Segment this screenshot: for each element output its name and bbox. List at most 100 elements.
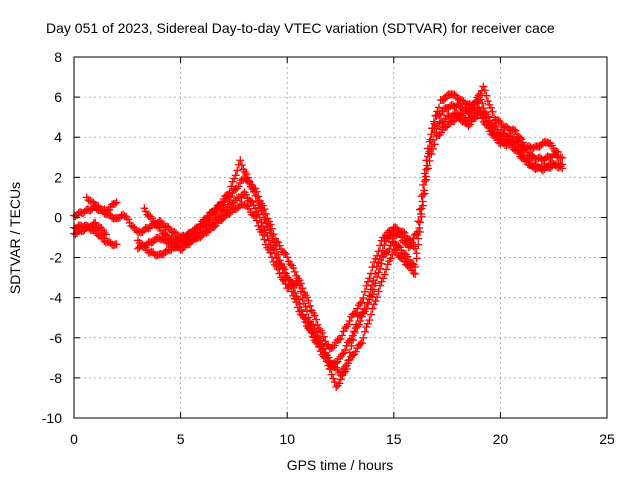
data-point bbox=[394, 241, 403, 250]
data-point bbox=[348, 336, 357, 345]
data-point bbox=[265, 224, 274, 233]
data-point bbox=[363, 298, 372, 307]
data-point bbox=[554, 163, 563, 172]
data-point bbox=[284, 283, 293, 292]
data-point bbox=[210, 222, 219, 231]
data-point bbox=[236, 156, 245, 165]
y-tick-label: -4 bbox=[50, 290, 63, 306]
data-point bbox=[430, 140, 439, 149]
data-point bbox=[368, 290, 377, 299]
data-point bbox=[394, 229, 403, 238]
data-point bbox=[310, 324, 319, 333]
data-point bbox=[511, 126, 520, 135]
data-point bbox=[245, 204, 254, 213]
data-point bbox=[556, 162, 565, 171]
data-point bbox=[425, 156, 434, 165]
data-point bbox=[480, 86, 489, 95]
data-point bbox=[414, 217, 423, 226]
data-point bbox=[515, 133, 524, 142]
data-point bbox=[422, 165, 431, 174]
data-point bbox=[412, 229, 421, 238]
data-point bbox=[403, 252, 412, 261]
data-point bbox=[490, 131, 499, 140]
data-point bbox=[366, 292, 375, 301]
data-point bbox=[426, 135, 435, 144]
y-tick-label: -8 bbox=[50, 370, 63, 386]
data-point bbox=[295, 281, 304, 290]
y-tick-label: -2 bbox=[50, 250, 63, 266]
data-point bbox=[338, 331, 347, 340]
data-point bbox=[428, 124, 437, 133]
data-point bbox=[242, 190, 251, 199]
data-point bbox=[128, 222, 137, 231]
data-point bbox=[234, 182, 243, 191]
data-point bbox=[372, 262, 381, 271]
data-point bbox=[338, 367, 347, 376]
data-point bbox=[147, 214, 156, 223]
data-point bbox=[275, 269, 284, 278]
y-tick-label: 4 bbox=[54, 129, 62, 145]
data-point bbox=[290, 267, 299, 276]
data-point bbox=[409, 269, 418, 278]
data-point bbox=[397, 233, 406, 242]
data-point bbox=[84, 196, 93, 205]
data-point bbox=[439, 95, 448, 104]
data-point bbox=[486, 103, 495, 112]
data-point bbox=[414, 240, 423, 249]
data-point bbox=[478, 114, 487, 123]
data-point bbox=[111, 199, 120, 208]
data-point bbox=[341, 346, 350, 355]
data-point bbox=[249, 211, 258, 220]
data-point bbox=[363, 319, 372, 328]
data-point bbox=[319, 344, 328, 353]
data-point bbox=[289, 263, 298, 272]
data-point bbox=[268, 234, 277, 243]
data-point bbox=[380, 240, 389, 249]
data-point bbox=[518, 138, 527, 147]
data-point bbox=[356, 299, 365, 308]
data-point bbox=[472, 113, 481, 122]
data-point bbox=[484, 123, 493, 132]
data-point bbox=[357, 338, 366, 347]
data-point bbox=[425, 137, 434, 146]
data-point bbox=[257, 206, 266, 215]
data-point bbox=[369, 276, 378, 285]
data-point bbox=[146, 212, 155, 221]
data-point bbox=[368, 281, 377, 290]
data-point bbox=[351, 308, 360, 317]
data-point bbox=[252, 216, 261, 225]
data-point bbox=[347, 334, 356, 343]
data-point bbox=[397, 253, 406, 262]
data-point bbox=[218, 198, 227, 207]
x-tick-label: 15 bbox=[386, 431, 402, 447]
data-point bbox=[345, 316, 354, 325]
data-point bbox=[302, 307, 311, 316]
data-point bbox=[427, 150, 436, 159]
data-point bbox=[100, 228, 109, 237]
data-point bbox=[260, 215, 269, 224]
y-tick-label: 0 bbox=[54, 209, 62, 225]
data-point bbox=[360, 287, 369, 296]
data-point bbox=[310, 311, 319, 320]
data-point bbox=[553, 152, 562, 161]
y-tick-label: 2 bbox=[54, 169, 62, 185]
data-point bbox=[415, 227, 424, 236]
data-point bbox=[360, 327, 369, 336]
data-point bbox=[419, 190, 428, 199]
data-point bbox=[356, 340, 365, 349]
data-point bbox=[423, 164, 432, 173]
y-tick-label: 6 bbox=[54, 89, 62, 105]
data-point bbox=[112, 198, 121, 207]
data-point bbox=[417, 212, 426, 221]
data-point bbox=[344, 359, 353, 368]
data-point bbox=[344, 320, 353, 329]
data-point bbox=[375, 255, 384, 264]
data-point bbox=[552, 147, 561, 156]
data-point bbox=[178, 245, 187, 254]
data-point bbox=[242, 170, 251, 179]
data-point bbox=[329, 374, 338, 383]
data-point bbox=[318, 328, 327, 337]
data-point bbox=[365, 274, 374, 283]
data-point bbox=[336, 370, 345, 379]
